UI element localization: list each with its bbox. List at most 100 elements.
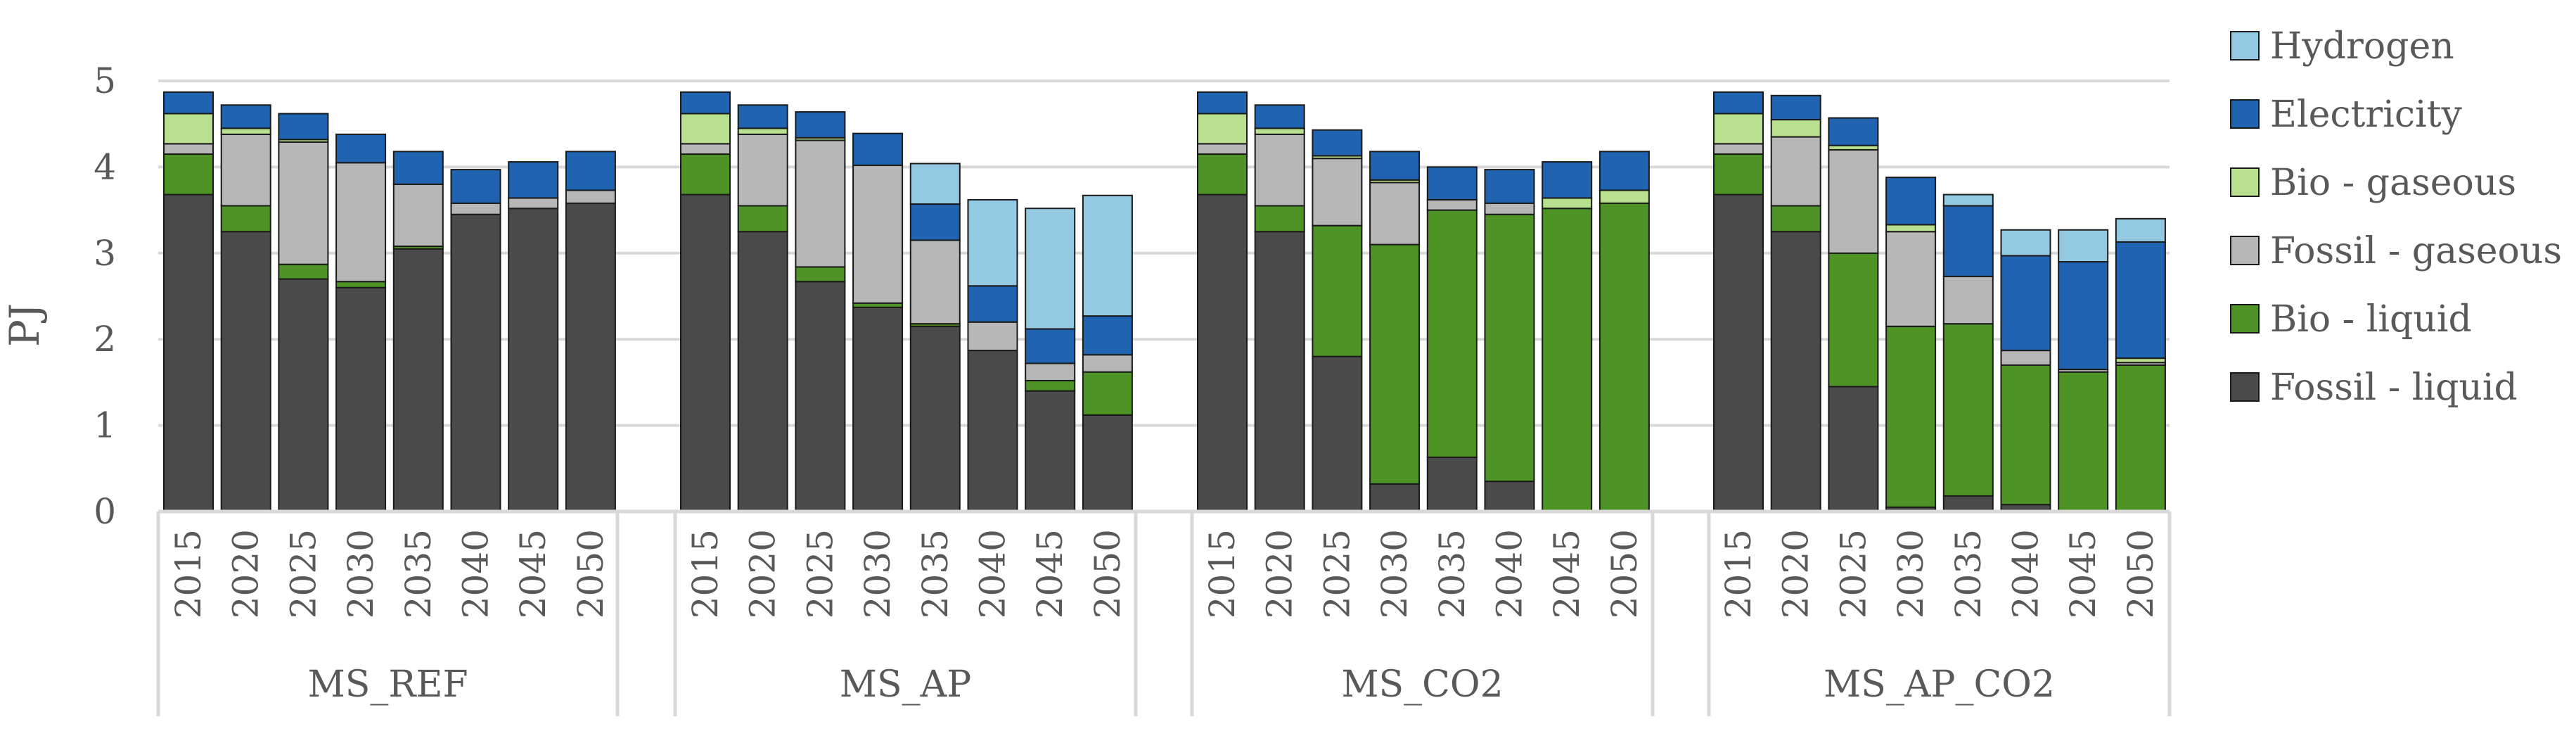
group-label-ms-co2: MS_CO2 [1341,663,1503,706]
bar-segment-ms-ap-2045-fossil-gaseous [1025,362,1076,381]
x-tick-label: 2030 [1374,529,1415,618]
x-tick-label: 2050 [570,529,611,618]
x-tick-label: 2045 [1030,529,1070,618]
bar-segment-ms-ap-2015-fossil-liquid [680,193,731,512]
bar-segment-ms-ref-2050-fossil-liquid [565,202,616,512]
x-tick-label: 2020 [226,529,267,618]
bar-segment-ms-ap-co2-2015-fossil-liquid [1713,193,1764,512]
bar-segment-ms-co2-2030-fossil-gaseous [1369,182,1421,246]
x-tick-label: 2025 [800,529,840,618]
legend-swatch-fossil-gaseous [2230,236,2260,265]
legend-label-hydrogen: Hydrogen [2270,25,2454,68]
bar-segment-ms-co2-2045-bio-gaseous [1542,197,1593,210]
bar-segment-ms-ref-2020-bio-liquid [220,205,271,233]
bar-segment-ms-co2-2015-electricity [1197,91,1248,115]
bar-segment-ms-co2-2050-electricity [1598,151,1650,191]
x-tick-label: 2020 [1776,529,1816,618]
x-tick-label: 2015 [685,529,726,618]
y-tick-label: 4 [94,146,116,187]
bar-segment-ms-ap-co2-2040-electricity [2000,255,2051,352]
x-tick-label: 2040 [973,529,1013,618]
bar-segment-ms-co2-2015-bio-liquid [1197,153,1248,196]
x-tick-label: 2050 [1604,529,1645,618]
bar-segment-ms-ap-2040-fossil-liquid [967,350,1018,512]
legend-swatch-bio-gaseous [2230,167,2260,197]
bar-segment-ms-ap-2015-electricity [680,91,731,115]
bar-segment-ms-ap-2040-hydrogen [967,198,1018,287]
bar-segment-ms-ap-co2-2045-bio-liquid [2058,371,2109,512]
bar-segment-ms-co2-2015-bio-gaseous [1197,113,1248,145]
bar-segment-ms-ap-co2-2030-bio-liquid [1885,325,1937,508]
bar-segment-ms-ap-2035-hydrogen [909,163,961,205]
y-tick-label: 5 [94,61,116,101]
bar-segment-ms-ref-2030-fossil-gaseous [335,162,387,283]
bar-segment-ms-ap-2025-fossil-gaseous [795,139,846,268]
bar-segment-ms-ap-2030-electricity [852,132,904,166]
bar-segment-ms-ap-2015-bio-liquid [680,153,731,196]
bar-segment-ms-ref-2025-fossil-liquid [278,278,329,512]
bar-segment-ms-ref-2020-bio-gaseous [220,127,271,135]
x-tick-label: 2050 [2120,529,2161,618]
bar-segment-ms-ap-co2-2020-bio-gaseous [1770,119,1821,138]
bar-segment-ms-ref-2040-electricity [450,169,501,204]
y-tick-label: 0 [94,491,116,532]
bar-segment-ms-ref-2025-bio-liquid [278,263,329,280]
bar-segment-ms-ap-co2-2035-fossil-liquid [1942,495,1994,513]
y-tick-label: 3 [94,233,116,274]
bar-segment-ms-ref-2045-fossil-gaseous [508,197,559,210]
bar-segment-ms-co2-2035-fossil-liquid [1426,456,1478,512]
bar-segment-ms-ref-2015-bio-gaseous [163,113,214,145]
bar-segment-ms-ap-2020-bio-gaseous [737,127,788,135]
bar-segment-ms-ap-co2-2045-hydrogen [2058,229,2109,263]
bar-segment-ms-ref-2035-electricity [392,151,444,185]
bar-segment-ms-co2-2040-fossil-gaseous [1484,202,1535,215]
bar-segment-ms-ap-2045-bio-liquid [1025,379,1076,392]
bar-segment-ms-ap-co2-2030-fossil-gaseous [1885,231,1937,327]
x-tick-label: 2045 [513,529,553,618]
bar-segment-ms-ap-2015-fossil-gaseous [680,143,731,155]
y-axis-label: PJ [1,303,49,347]
bar-segment-ms-ap-2050-hydrogen [1082,194,1133,317]
bar-segment-ms-ap-co2-2020-bio-liquid [1770,205,1821,233]
group-label-ms-ap: MS_AP [840,663,971,706]
bar-segment-ms-ap-co2-2025-electricity [1828,117,1879,146]
bar-segment-ms-ap-2040-fossil-gaseous [967,321,1018,352]
bar-segment-ms-ref-2020-fossil-liquid [220,231,271,512]
bar-segment-ms-ap-2050-fossil-liquid [1082,414,1133,512]
bar-segment-ms-co2-2015-fossil-gaseous [1197,143,1248,155]
y-tick-label: 2 [94,319,116,360]
bar-segment-ms-ap-2030-fossil-gaseous [852,164,904,304]
bar-segment-ms-ref-2030-fossil-liquid [335,286,387,512]
bar-segment-ms-co2-2025-electricity [1312,129,1363,157]
bar-segment-ms-co2-2030-fossil-liquid [1369,483,1421,512]
x-tick-label: 2025 [1316,529,1357,618]
bar-segment-ms-ap-co2-2015-bio-liquid [1713,153,1764,196]
bar-segment-ms-co2-2020-fossil-gaseous [1254,133,1305,207]
bar-segment-ms-ref-2020-electricity [220,104,271,129]
x-tick-label: 2015 [1202,529,1243,618]
bar-segment-ms-ref-2045-fossil-liquid [508,208,559,512]
x-tick-label: 2035 [1948,529,1989,618]
bar-segment-ms-co2-2020-electricity [1254,104,1305,129]
x-tick-label: 2030 [340,529,381,618]
bar-segment-ms-ref-2035-fossil-liquid [392,248,444,512]
bar-segment-ms-co2-2045-bio-liquid [1542,208,1593,512]
bar-segment-ms-ap-2045-fossil-liquid [1025,390,1076,513]
bar-segment-ms-ap-co2-2035-electricity [1942,205,1994,277]
bar-segment-ms-ap-co2-2050-hydrogen [2115,217,2166,243]
x-tick-label: 2050 [1087,529,1128,618]
bar-segment-ms-ap-co2-2020-fossil-gaseous [1770,136,1821,207]
x-tick-label: 2045 [1546,529,1587,618]
bar-segment-ms-ap-co2-2020-electricity [1770,94,1821,121]
bars [163,91,2166,513]
bar-segment-ms-ap-co2-2030-electricity [1885,177,1937,226]
bar-segment-ms-ap-2020-fossil-gaseous [737,133,788,207]
bar-segment-ms-ap-co2-2035-hydrogen [1942,193,1994,207]
x-tick-label: 2040 [456,529,496,618]
bar-segment-ms-ref-2025-fossil-gaseous [278,141,329,265]
bar-segment-ms-co2-2040-electricity [1484,169,1535,204]
bar-segment-ms-ap-co2-2025-bio-liquid [1828,252,1879,388]
bar-segment-ms-ref-2030-electricity [335,133,387,164]
bar-segment-ms-ap-co2-2015-bio-gaseous [1713,113,1764,145]
